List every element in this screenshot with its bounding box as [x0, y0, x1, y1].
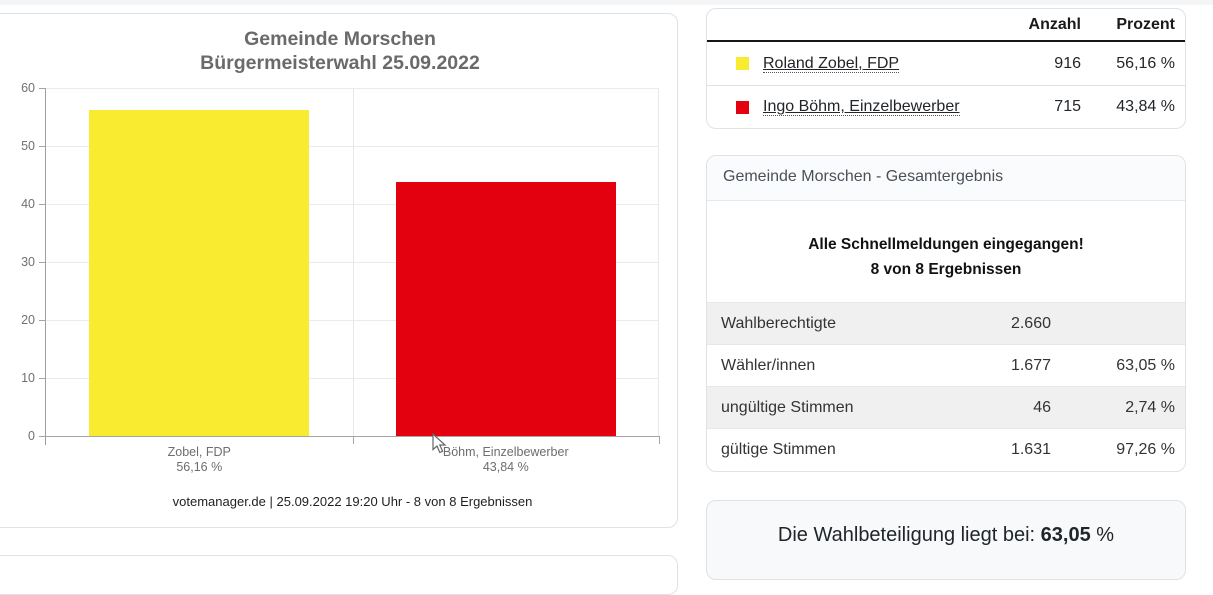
y-tick-label-50: 50 — [21, 139, 35, 153]
quick-report-message: Alle Schnellmeldungen eingegangen! 8 von… — [707, 201, 1185, 282]
stat-label: gültige Stimmen — [721, 440, 836, 458]
x-axis-line — [39, 436, 659, 437]
candidate-2-name: Ingo Böhm, Einzelbewerber — [763, 98, 1011, 116]
y-tick-mark — [39, 88, 46, 89]
gridline-y-40 — [46, 204, 658, 205]
candidate-2-color-swatch — [736, 100, 749, 114]
candidate-1-link[interactable]: Roland Zobel, FDP — [763, 54, 900, 73]
candidate-2-anzahl: 715 — [1054, 98, 1081, 115]
gridline-x-category-divider — [352, 88, 354, 436]
table-row-candidate-2: Ingo Böhm, Einzelbewerber 715 43,84 % — [707, 85, 1185, 128]
table-row-wahlberechtigte: Wahlberechtigte 2.660 — [707, 302, 1185, 344]
chart-title: Gemeinde Morschen Bürgermeisterwahl 25.0… — [1, 27, 679, 75]
bar-value-label: 56,16 % — [176, 460, 223, 474]
gridline-y-20 — [46, 320, 658, 321]
mouse-cursor — [432, 432, 450, 460]
turnout-text: Die Wahlbeteiligung liegt bei: 63,05 % — [707, 501, 1185, 547]
bar-label-1: Zobel, FDP 56,16 % — [89, 445, 309, 475]
table-row-gueltige: gültige Stimmen 1.631 97,26 % — [707, 428, 1185, 470]
x-tick-mark — [352, 436, 354, 444]
y-tick-mark — [39, 146, 46, 147]
turnout-suffix: % — [1090, 524, 1115, 546]
stat-label: Wähler/innen — [721, 356, 816, 374]
chart-footer: votemanager.de | 25.09.2022 19:20 Uhr - … — [172, 494, 533, 509]
y-tick-mark — [39, 320, 46, 321]
y-tick-label-30: 30 — [21, 255, 35, 269]
turnout-value: 63,05 — [1040, 524, 1091, 546]
stat-value: 1.677 — [1010, 356, 1051, 374]
stat-label: ungültige Stimmen — [721, 398, 854, 416]
header-swatch-spacer — [736, 18, 749, 31]
candidate-2-prozent: 43,84 % — [1116, 98, 1175, 115]
turnout-prefix: Die Wahlbeteiligung liegt bei: — [777, 524, 1041, 546]
stat-label: Wahlberechtigte — [721, 314, 837, 332]
candidate-results-card: Anzahl Prozent Roland Zobel, FDP 916 56,… — [706, 8, 1186, 129]
header-prozent: Prozent — [1116, 15, 1175, 33]
turnout-card: Die Wahlbeteiligung liegt bei: 63,05 % — [706, 500, 1186, 580]
x-tick-mark — [659, 436, 660, 444]
bar-2[interactable] — [395, 181, 616, 436]
bar-category-label: Böhm, Einzelbewerber — [442, 445, 569, 459]
overall-result-card: Gemeinde Morschen - Gesamtergebnis Alle … — [706, 155, 1186, 472]
gridline-y-50 — [46, 146, 658, 147]
y-tick-label-40: 40 — [21, 197, 35, 211]
chart-title-line2: Bürgermeisterwahl 25.09.2022 — [200, 52, 480, 74]
table-row-ungueltige: ungültige Stimmen 46 2,74 % — [707, 386, 1185, 428]
y-axis-line — [45, 88, 46, 445]
stats-table: Wahlberechtigte 2.660 Wähler/innen 1.677… — [707, 302, 1185, 470]
quick-report-message-line2: 8 von 8 Ergebnissen — [870, 261, 1022, 278]
stat-value: 2.660 — [1010, 314, 1051, 332]
bar-category-label: Zobel, FDP — [167, 445, 231, 459]
stat-value: 46 — [1033, 398, 1051, 416]
y-tick-mark — [39, 204, 46, 205]
stat-percent: 63,05 % — [1116, 356, 1175, 374]
next-chart-card-partial — [0, 555, 678, 595]
results-header-row: Anzahl Prozent — [707, 9, 1185, 42]
table-row-candidate-1: Roland Zobel, FDP 916 56,16 % — [707, 42, 1185, 85]
bar-chart: Gemeinde Morschen Bürgermeisterwahl 25.0… — [1, 14, 679, 529]
quick-report-message-line1: Alle Schnellmeldungen eingegangen! — [808, 236, 1084, 253]
stat-percent: 2,74 % — [1125, 398, 1175, 416]
bar-label-2: Böhm, Einzelbewerber 43,84 % — [396, 445, 616, 475]
y-tick-mark — [39, 378, 46, 379]
stat-percent: 97,26 % — [1116, 440, 1175, 458]
overall-result-header: Gemeinde Morschen - Gesamtergebnis — [707, 156, 1185, 201]
candidate-1-anzahl: 916 — [1054, 54, 1081, 72]
chart-card: Gemeinde Morschen Bürgermeisterwahl 25.0… — [0, 13, 678, 528]
y-tick-mark — [39, 436, 46, 437]
gridline-y-60 — [46, 88, 658, 89]
y-tick-label-10: 10 — [21, 371, 35, 385]
gridline-y-30 — [46, 262, 658, 263]
candidate-1-prozent: 56,16 % — [1116, 54, 1175, 72]
bar-value-label: 43,84 % — [482, 460, 529, 474]
gridline-y-10 — [46, 378, 658, 379]
chart-plot-area — [46, 88, 659, 436]
bar-1[interactable] — [89, 110, 310, 436]
candidate-1-name: Roland Zobel, FDP — [763, 54, 1011, 73]
y-tick-mark — [39, 262, 46, 263]
candidate-2-link[interactable]: Ingo Böhm, Einzelbewerber — [763, 98, 960, 116]
page-top-strip — [0, 0, 1213, 5]
candidate-1-color-swatch — [736, 57, 749, 70]
stat-value: 1.631 — [1010, 440, 1051, 458]
y-tick-label-20: 20 — [21, 313, 35, 327]
y-tick-label-0: 0 — [28, 429, 35, 443]
header-anzahl: Anzahl — [1028, 15, 1081, 33]
table-row-waehler: Wähler/innen 1.677 63,05 % — [707, 344, 1185, 386]
y-tick-label-60: 60 — [21, 81, 35, 95]
chart-title-line1: Gemeinde Morschen — [244, 28, 436, 50]
